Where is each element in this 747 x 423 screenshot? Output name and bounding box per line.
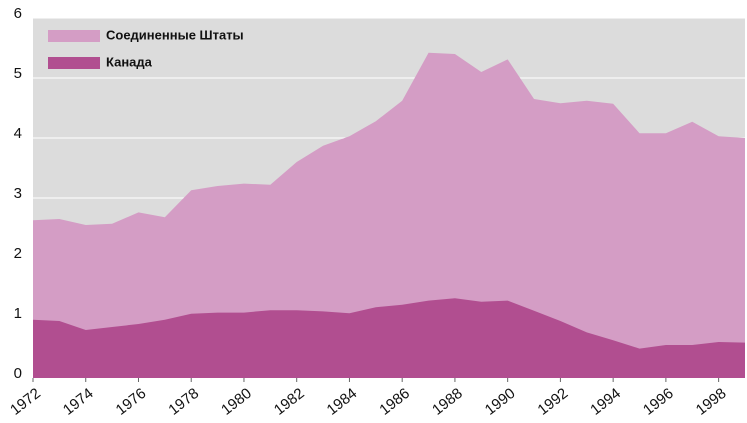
y-tick-label: 6 (14, 5, 22, 22)
y-tick-label: 0 (14, 365, 22, 382)
x-tick-label: 1984 (324, 385, 361, 419)
legend-label: Канада (106, 54, 153, 69)
x-tick-label: 1996 (640, 385, 677, 419)
y-tick-label: 3 (14, 185, 22, 202)
x-tick-label: 1980 (218, 385, 255, 419)
y-tick-label: 2 (14, 245, 22, 262)
area (33, 52, 745, 379)
x-tick-label: 1978 (165, 385, 202, 419)
x-tick-label: 1992 (535, 385, 572, 419)
area (33, 298, 745, 378)
legend-swatch (48, 57, 100, 69)
x-tick-label: 1988 (429, 385, 466, 419)
x-tick-label: 1976 (113, 385, 150, 419)
x-tick-label: 1982 (271, 385, 308, 419)
x-tick-label: 1998 (693, 385, 730, 419)
x-tick-label: 1986 (376, 385, 413, 419)
y-tick-label: 4 (14, 125, 22, 142)
y-tick-label: 1 (14, 305, 22, 322)
x-tick-label: 1994 (587, 385, 624, 419)
y-tick-label: 5 (14, 65, 22, 82)
x-tick-label: 1972 (7, 385, 44, 419)
legend-label: Соединенные Штаты (106, 27, 244, 42)
legend-swatch (48, 30, 100, 42)
x-tick-label: 1974 (60, 385, 97, 419)
x-tick-label: 1990 (482, 385, 519, 419)
